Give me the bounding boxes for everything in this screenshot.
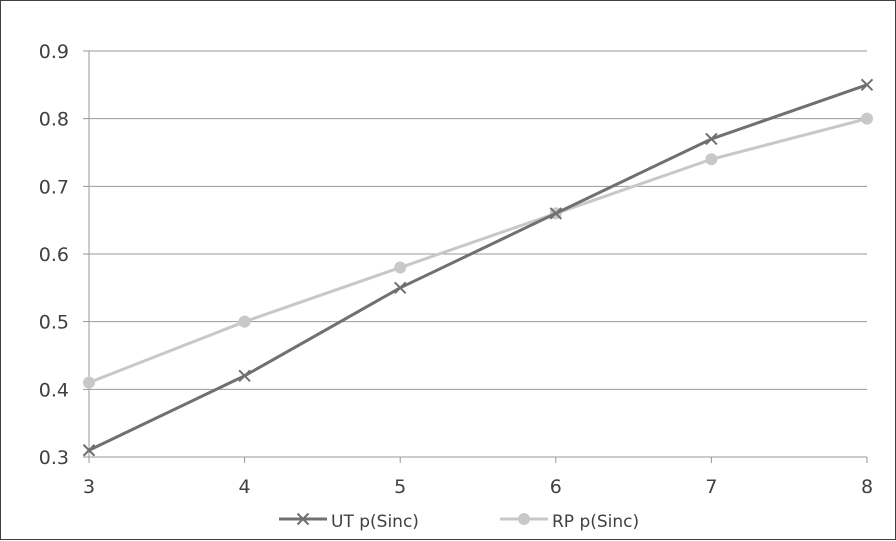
x-tick-label: 3 <box>83 476 95 498</box>
y-tick-label: 0.3 <box>39 447 69 469</box>
series-ut-point <box>705 132 718 146</box>
series-ut <box>82 78 874 457</box>
y-tick-label: 0.9 <box>39 41 69 63</box>
series-ut-point <box>393 281 407 295</box>
y-tick-label: 0.6 <box>39 244 69 266</box>
y-axis-ticks: 0.3 0.4 0.5 0.6 0.7 0.8 0.9 <box>39 41 69 469</box>
series-ut-point-stroke-b <box>705 132 718 146</box>
y-tick-label: 0.5 <box>39 312 69 334</box>
legend-ut-marker-stroke-b <box>296 512 310 526</box>
x-axis-ticks: 3 4 5 6 7 8 <box>83 476 873 498</box>
legend-ut-marker <box>296 512 310 526</box>
legend-rp-label: RP p(Sinc) <box>552 512 639 532</box>
series-rp-point <box>394 261 407 274</box>
series-ut-point <box>860 78 874 92</box>
series-ut-point-stroke-b <box>860 78 874 92</box>
y-tick-label: 0.8 <box>39 109 69 131</box>
series-rp-point <box>83 376 95 389</box>
series-ut-line <box>88 83 868 452</box>
series-ut-point-stroke-b <box>549 207 563 220</box>
legend: UT p(Sinc) RP p(Sinc) <box>279 512 639 532</box>
legend-rp-marker <box>518 513 530 525</box>
x-tick-label: 5 <box>394 476 406 498</box>
legend-item-rp: RP p(Sinc) <box>500 512 639 532</box>
series-rp-point <box>705 153 718 166</box>
x-tick-label: 7 <box>705 476 717 498</box>
series-ut-point-stroke-b <box>82 444 96 457</box>
legend-item-ut: UT p(Sinc) <box>279 512 419 532</box>
y-tick-label: 0.4 <box>39 379 69 401</box>
series-ut-point <box>549 207 563 220</box>
series-group <box>82 78 874 457</box>
series-rp-point <box>861 112 873 125</box>
series-rp-line <box>88 117 868 384</box>
x-tick-label: 4 <box>239 476 251 498</box>
series-ut-point-stroke-b <box>238 369 251 383</box>
y-tick-label: 0.7 <box>39 176 69 198</box>
series-ut-point <box>238 369 251 383</box>
axes <box>88 51 868 463</box>
series-ut-point <box>82 444 96 457</box>
x-tick-label: 6 <box>550 476 562 498</box>
x-tick-label: 8 <box>861 476 873 498</box>
series-rp-point <box>238 315 251 328</box>
legend-ut-label: UT p(Sinc) <box>331 512 419 532</box>
series-rp <box>83 112 873 389</box>
series-ut-point-stroke-b <box>393 281 407 295</box>
